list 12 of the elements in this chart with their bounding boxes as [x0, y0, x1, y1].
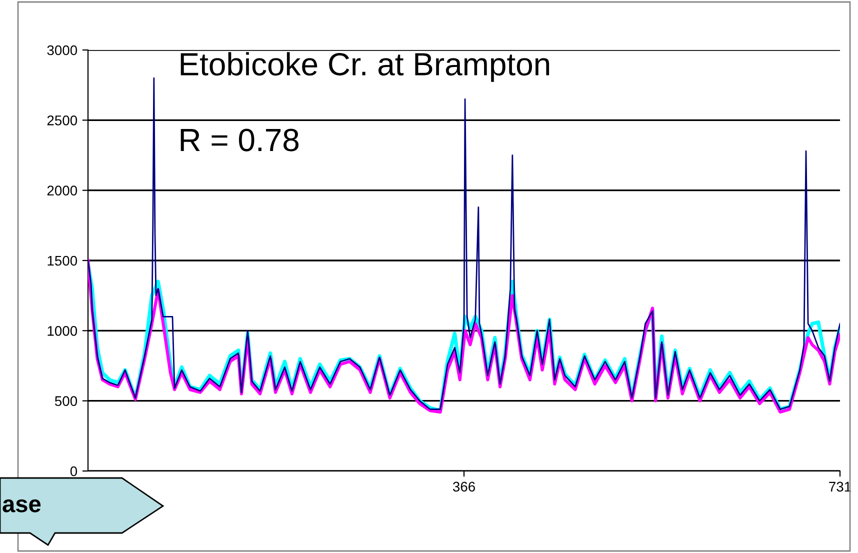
y-tick-label: 1500	[48, 256, 78, 266]
x-tick-label: 731	[829, 482, 851, 492]
y-tick-label: 3000	[47, 45, 78, 56]
text: ase	[2, 499, 41, 512]
annotation: R = 0.78	[180, 128, 298, 152]
y-tick-label: 1000	[48, 326, 78, 336]
y-tick-label: 2000	[47, 186, 78, 196]
chart-title: Etobicoke Cr. at Brampton	[180, 52, 550, 82]
y-tick-label: 0	[70, 466, 78, 476]
y-tick-label: 2500	[47, 116, 78, 126]
y-tick-label: 500	[54, 396, 78, 406]
x-tick-label: 366	[452, 482, 475, 492]
